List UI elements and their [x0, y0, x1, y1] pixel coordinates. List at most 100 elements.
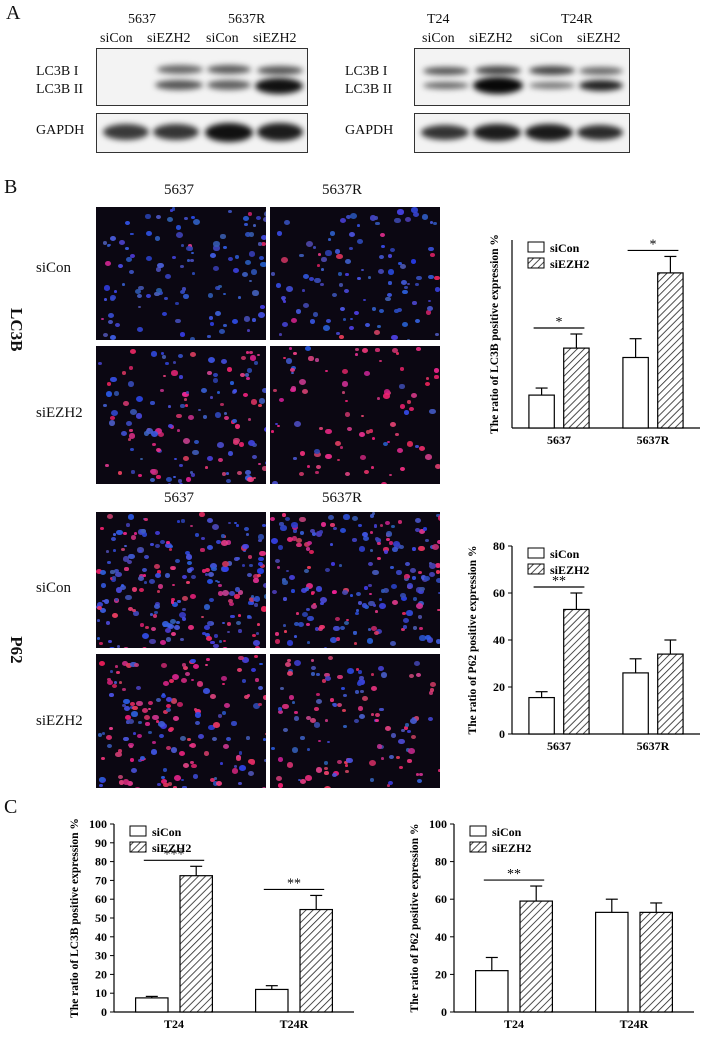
legend-label-siCon: siCon — [550, 547, 580, 561]
significance-label: ** — [552, 574, 566, 589]
blot-right-lane-4: siEZH2 — [577, 31, 621, 46]
y-tick-label: 80 — [95, 855, 107, 869]
y-tick-label: 60 — [435, 892, 447, 906]
x-tick-label: T24R — [620, 1017, 649, 1031]
legend-swatch-siCon — [527, 547, 545, 559]
x-tick-label: T24 — [504, 1017, 524, 1031]
p62-side-label: P62 — [7, 636, 26, 664]
p62-col-label-2: 5637R — [322, 490, 363, 506]
x-tick-label: 5637R — [637, 739, 670, 753]
bar-siCon-5637R — [622, 356, 649, 429]
y-axis-label: The ratio of P62 positive expression % — [467, 546, 479, 735]
micrograph-p62-5637-sicon — [96, 512, 266, 648]
blot-right-lane-3: siCon — [530, 31, 563, 46]
bar-siEZH2-5637R — [657, 653, 684, 735]
x-tick-label: 5637 — [547, 433, 571, 447]
blot-right-lane-1: siCon — [422, 31, 455, 46]
legend-label-siCon: siCon — [152, 825, 182, 839]
legend-label-siEZH2: siEZH2 — [550, 563, 589, 577]
panel-c-label: C — [4, 796, 18, 818]
micrograph-lc3b-5637r-sicon — [270, 207, 440, 340]
lc3b-col-label-2: 5637R — [322, 182, 363, 198]
significance-label: ** — [507, 867, 521, 882]
p62-row-label-2: siEZH2 — [36, 713, 83, 729]
blot-right-loading-label: GAPDH — [345, 123, 394, 138]
legend-label-siEZH2: siEZH2 — [492, 841, 531, 855]
bar-siCon-5637 — [528, 394, 555, 429]
blot-left-loading-label: GAPDH — [36, 123, 85, 138]
chart-b-p62: 0 20 40 60 80 The ratio of P62 positive expre… — [467, 539, 700, 753]
legend-label-siCon: siCon — [492, 825, 522, 839]
blot-left-lane-3: siCon — [206, 31, 239, 46]
bar-siEZH2-5637 — [563, 608, 590, 735]
legend-swatch-siEZH2 — [527, 563, 545, 575]
x-tick-label: T24 — [164, 1017, 184, 1031]
y-tick-label: 80 — [435, 855, 447, 869]
legend-swatch-siCon — [469, 825, 487, 837]
bar-siEZH2-5637R — [657, 272, 684, 429]
y-tick-label: 40 — [493, 633, 505, 647]
blot-left-lane-4: siEZH2 — [253, 31, 297, 46]
y-axis-label: The ratio of LC3B positive expression % — [69, 818, 81, 1018]
y-tick-label: 90 — [95, 836, 107, 850]
y-tick-label: 40 — [95, 930, 107, 944]
micrograph-p62-5637r-siezh2 — [270, 654, 440, 788]
blot-right-cellline-1: T24 — [427, 12, 450, 27]
blot-left-band-label-2: LC3B II — [36, 82, 84, 97]
y-axis-label: The ratio of P62 positive expression % — [409, 824, 421, 1013]
significance-label: ** — [287, 876, 301, 891]
y-tick-label: 70 — [95, 873, 107, 887]
legend-swatch-siCon — [129, 825, 147, 837]
blot-left-cellline-2: 5637R — [228, 12, 266, 27]
chart-c-lc3b: 0 10 20 30 40 50 60 70 80 90 100 The ratio of LC3B … — [69, 817, 354, 1031]
legend-label-siEZH2: siEZH2 — [550, 257, 589, 271]
lc3b-side-label: LC3B — [7, 308, 26, 352]
blot-right-gapdh — [414, 113, 630, 153]
micrograph-lc3b-5637r-siezh2 — [270, 346, 440, 484]
chart-b-lc3b: The ratio of LC3B positive expression % 5… — [489, 234, 700, 447]
blot-right-lc3b — [414, 48, 630, 106]
bar-siCon-T24 — [134, 997, 169, 1013]
blot-right-cellline-2: T24R — [561, 12, 593, 27]
x-tick-label: 5637 — [547, 739, 571, 753]
legend-swatch-siEZH2 — [527, 257, 545, 269]
bar-siEZH2-T24R — [639, 911, 674, 1013]
y-tick-label: 80 — [493, 539, 505, 553]
micrograph-lc3b-5637-sicon — [96, 207, 266, 340]
y-tick-label: 20 — [435, 967, 447, 981]
bar-siCon-T24R — [595, 911, 629, 1013]
x-tick-label: T24R — [280, 1017, 309, 1031]
blot-left-lane-2: siEZH2 — [147, 31, 191, 46]
y-tick-label: 20 — [95, 967, 107, 981]
bar-siCon-T24R — [255, 988, 289, 1013]
blot-left-gapdh — [96, 113, 308, 153]
y-tick-label: 0 — [441, 1005, 447, 1019]
x-tick-label: 5637R — [637, 433, 670, 447]
bar-siEZH2-5637 — [563, 347, 590, 429]
y-axis-label: The ratio of LC3B positive expression % — [489, 234, 501, 434]
blot-left-band-label-1: LC3B I — [36, 64, 79, 79]
significance-label: * — [556, 315, 563, 330]
micrograph-p62-5637-siezh2 — [96, 654, 266, 788]
significance-label: * — [650, 237, 657, 252]
lc3b-row-label-2: siEZH2 — [36, 405, 83, 421]
blot-left-lane-1: siCon — [100, 31, 133, 46]
y-tick-label: 0 — [499, 727, 505, 741]
panel-b-label: B — [4, 176, 18, 198]
p62-col-label-1: 5637 — [164, 490, 194, 506]
y-tick-label: 100 — [89, 817, 107, 831]
panel-a-label: A — [6, 2, 21, 24]
legend-swatch-siEZH2 — [469, 841, 487, 853]
legend-label-siEZH2: siEZH2 — [152, 841, 191, 855]
bar-siEZH2-T24R — [299, 908, 334, 1013]
blot-right-lane-2: siEZH2 — [469, 31, 513, 46]
y-tick-label: 0 — [101, 1005, 107, 1019]
y-tick-label: 100 — [429, 817, 447, 831]
y-tick-label: 30 — [95, 949, 107, 963]
bar-siCon-5637R — [622, 672, 649, 735]
blot-left-cellline-1: 5637 — [128, 12, 156, 27]
blot-right-band-label-1: LC3B I — [345, 64, 388, 79]
lc3b-row-label-1: siCon — [36, 260, 72, 276]
legend-label-siCon: siCon — [550, 241, 580, 255]
blot-left-lc3b — [96, 48, 308, 106]
